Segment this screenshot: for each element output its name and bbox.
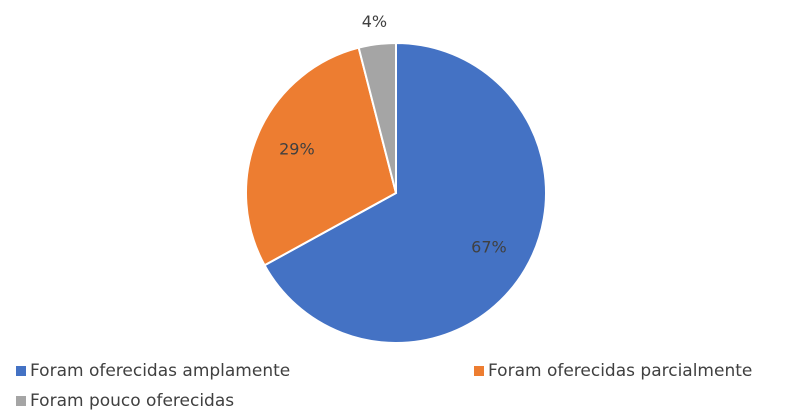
pie-slice <box>263 41 547 344</box>
legend-label: Foram oferecidas amplamente <box>30 361 290 381</box>
legend-swatch <box>16 366 26 376</box>
pie-slice <box>245 46 398 267</box>
data-label: 4% <box>362 12 387 31</box>
data-label: 67% <box>471 237 507 256</box>
legend-swatch <box>474 366 484 376</box>
legend-swatch <box>16 396 26 406</box>
data-label: 29% <box>279 140 315 159</box>
legend-label: Foram oferecidas parcialmente <box>488 361 752 381</box>
legend-label: Foram pouco oferecidas <box>30 391 234 410</box>
pie-slice <box>357 41 397 194</box>
